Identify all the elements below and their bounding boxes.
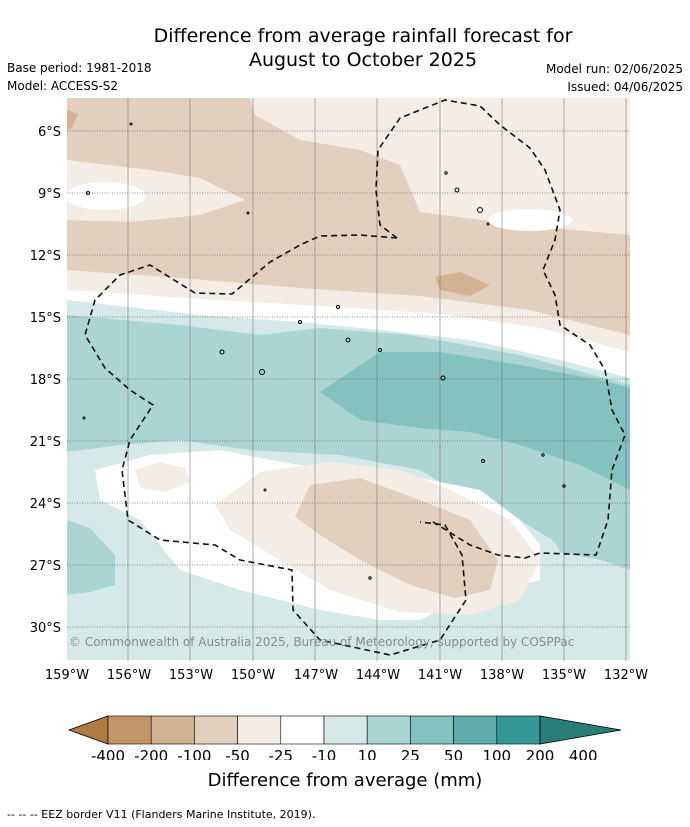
latitude-labels: 6°S 9°S 12°S 15°S 18°S 21°S 24°S 27°S 30… — [30, 125, 61, 636]
island-marker — [263, 488, 267, 492]
map-title: Difference from average rainfall forecas… — [0, 24, 690, 72]
copyright-text: © Commonwealth of Australia 2025, Bureau… — [69, 635, 574, 649]
colorbar-tick-label: 100 — [482, 747, 511, 760]
island-marker — [481, 459, 485, 463]
colorbar-tick-label: 200 — [526, 747, 555, 760]
colorbar-swatch — [107, 715, 152, 745]
lon-label: 156°W — [107, 668, 151, 683]
island-marker — [298, 320, 302, 324]
island-marker — [345, 337, 351, 343]
lon-label: 153°W — [169, 668, 213, 683]
lat-label: 15°S — [30, 311, 61, 326]
model-run-text: Model run: 02/06/2025 — [545, 62, 683, 76]
colorbar-tick-label: -10 — [312, 747, 337, 760]
lon-label: 138°W — [480, 668, 524, 683]
colorbar-tick-label: -25 — [269, 747, 294, 760]
lat-label: 12°S — [30, 249, 61, 264]
neutral-patch-1 — [67, 182, 145, 210]
colorbar-swatch — [366, 715, 411, 745]
island-marker — [219, 349, 225, 355]
eez-border-kiribati — [375, 99, 626, 559]
lat-label: 21°S — [30, 435, 61, 450]
colorbar-tick-label: 10 — [358, 747, 377, 760]
lon-label: 147°W — [294, 668, 338, 683]
dry-patch-corner — [67, 110, 78, 130]
eez-borders — [84, 99, 626, 656]
meta-left: Base period: 1981-2018 Model: ACCESS-S2 — [7, 59, 152, 95]
lat-label: 9°S — [38, 187, 61, 202]
colorbar-swatch — [410, 715, 454, 745]
dry-patch-medium — [435, 272, 490, 296]
island-marker — [440, 375, 446, 381]
model-text: Model: ACCESS-S2 — [7, 79, 119, 93]
colorbar-tick-label: -50 — [225, 747, 250, 760]
colorbar-tick-label: 50 — [444, 747, 463, 760]
colorbar-swatch — [496, 715, 541, 745]
colorbar-swatch — [323, 715, 368, 745]
wet-patch-southwest — [67, 520, 115, 595]
island-marker — [444, 171, 448, 175]
lat-label: 6°S — [38, 125, 61, 140]
base-period-text: Base period: 1981-2018 — [7, 61, 152, 75]
meta-right: Model run: 02/06/2025 Issued: 04/06/2025 — [546, 60, 683, 96]
eez-border-cook — [84, 234, 467, 656]
title-line-2: August to October 2025 — [248, 49, 478, 71]
issued-text: Issued: 04/06/2025 — [567, 80, 683, 94]
colorbar-tick-label: -200 — [134, 747, 168, 760]
colorbar: -400 -200 -100 -50 -25 -10 10 25 50 100 200 400 — [67, 715, 622, 760]
island-marker — [259, 369, 265, 375]
longitude-labels: 159°W 156°W 153°W 150°W 147°W 144°W 141°… — [45, 668, 648, 683]
colorbar-swatch — [194, 715, 238, 745]
colorbar-tick-label: 400 — [569, 747, 598, 760]
rainfall-map: © Commonwealth of Australia 2025, Bureau… — [30, 98, 648, 760]
island-marker — [86, 191, 90, 195]
wet-patch-south-light — [190, 600, 240, 632]
colorbar-tick-label: 25 — [401, 747, 420, 760]
island-marker — [378, 348, 382, 352]
lon-label: 150°W — [231, 668, 275, 683]
island-marker — [368, 576, 372, 580]
lat-label: 30°S — [30, 621, 61, 636]
colorbar-tick-label: -400 — [91, 747, 125, 760]
colorbar-extend-high — [539, 715, 622, 745]
map-field: © Commonwealth of Australia 2025, Bureau… — [67, 98, 630, 661]
neutral-patch-2 — [488, 209, 572, 231]
colorbar-swatch — [280, 715, 325, 745]
island-marker — [336, 305, 340, 309]
island-marker — [82, 416, 86, 420]
dry-band-mid-light — [67, 270, 630, 352]
lon-label: 135°W — [542, 668, 586, 683]
lat-label: 24°S — [30, 497, 61, 512]
wet-band-strong — [320, 352, 630, 490]
colorbar-label: Difference from average (mm) — [207, 770, 483, 791]
island-marker — [541, 453, 545, 457]
island-marker — [246, 211, 250, 215]
footer-legend: -- -- -- EEZ border V11 (Flanders Marine… — [7, 808, 316, 821]
colorbar-tick-label: -100 — [177, 747, 211, 760]
island-marker — [486, 222, 490, 226]
neutral-band-central — [67, 290, 630, 378]
lat-label: 27°S — [30, 559, 61, 574]
lon-label: 141°W — [418, 668, 462, 683]
lat-label: 18°S — [30, 373, 61, 388]
island-marker — [454, 187, 460, 193]
island-marker — [562, 484, 566, 488]
lon-label: 144°W — [356, 668, 400, 683]
colorbar-swatch — [453, 715, 498, 745]
islands — [82, 122, 566, 580]
colorbar-swatch — [150, 715, 195, 745]
colorbar-swatch — [237, 715, 282, 745]
island-marker — [129, 122, 133, 126]
title-line-1: Difference from average rainfall forecas… — [153, 25, 573, 47]
lon-label: 159°W — [45, 668, 89, 683]
island-marker — [477, 207, 483, 213]
dry-patch-southwest — [135, 462, 190, 492]
colorbar-extend-low — [67, 715, 109, 745]
lon-label: 132°W — [604, 668, 648, 683]
dry-patch-south — [295, 478, 498, 598]
